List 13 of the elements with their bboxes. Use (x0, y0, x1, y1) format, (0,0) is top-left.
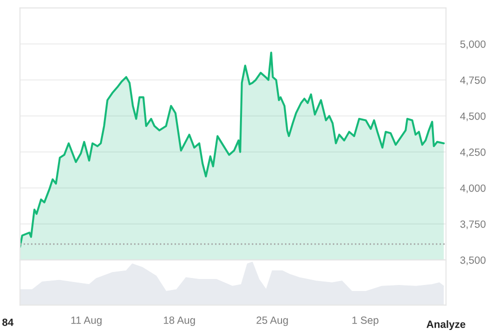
y-tick-label: 4,000 (460, 184, 486, 194)
x-tick-label: 11 Aug (71, 316, 102, 326)
y-tick-label: 3,500 (460, 256, 486, 266)
y-tick-label: 5,000 (460, 40, 486, 50)
y-tick-label: 4,500 (460, 112, 486, 122)
x-tick-label: 25 Aug (256, 316, 288, 326)
y-tick-label: 3,750 (460, 220, 486, 230)
text: Analyze (426, 320, 466, 330)
x-tick-label: 1 Sep (352, 316, 378, 326)
y-tick-label: 4,250 (460, 148, 486, 158)
text: 84 (2, 318, 14, 326)
x-tick-label: 18 Aug (164, 316, 195, 326)
y-tick-label: 4,750 (460, 76, 486, 86)
